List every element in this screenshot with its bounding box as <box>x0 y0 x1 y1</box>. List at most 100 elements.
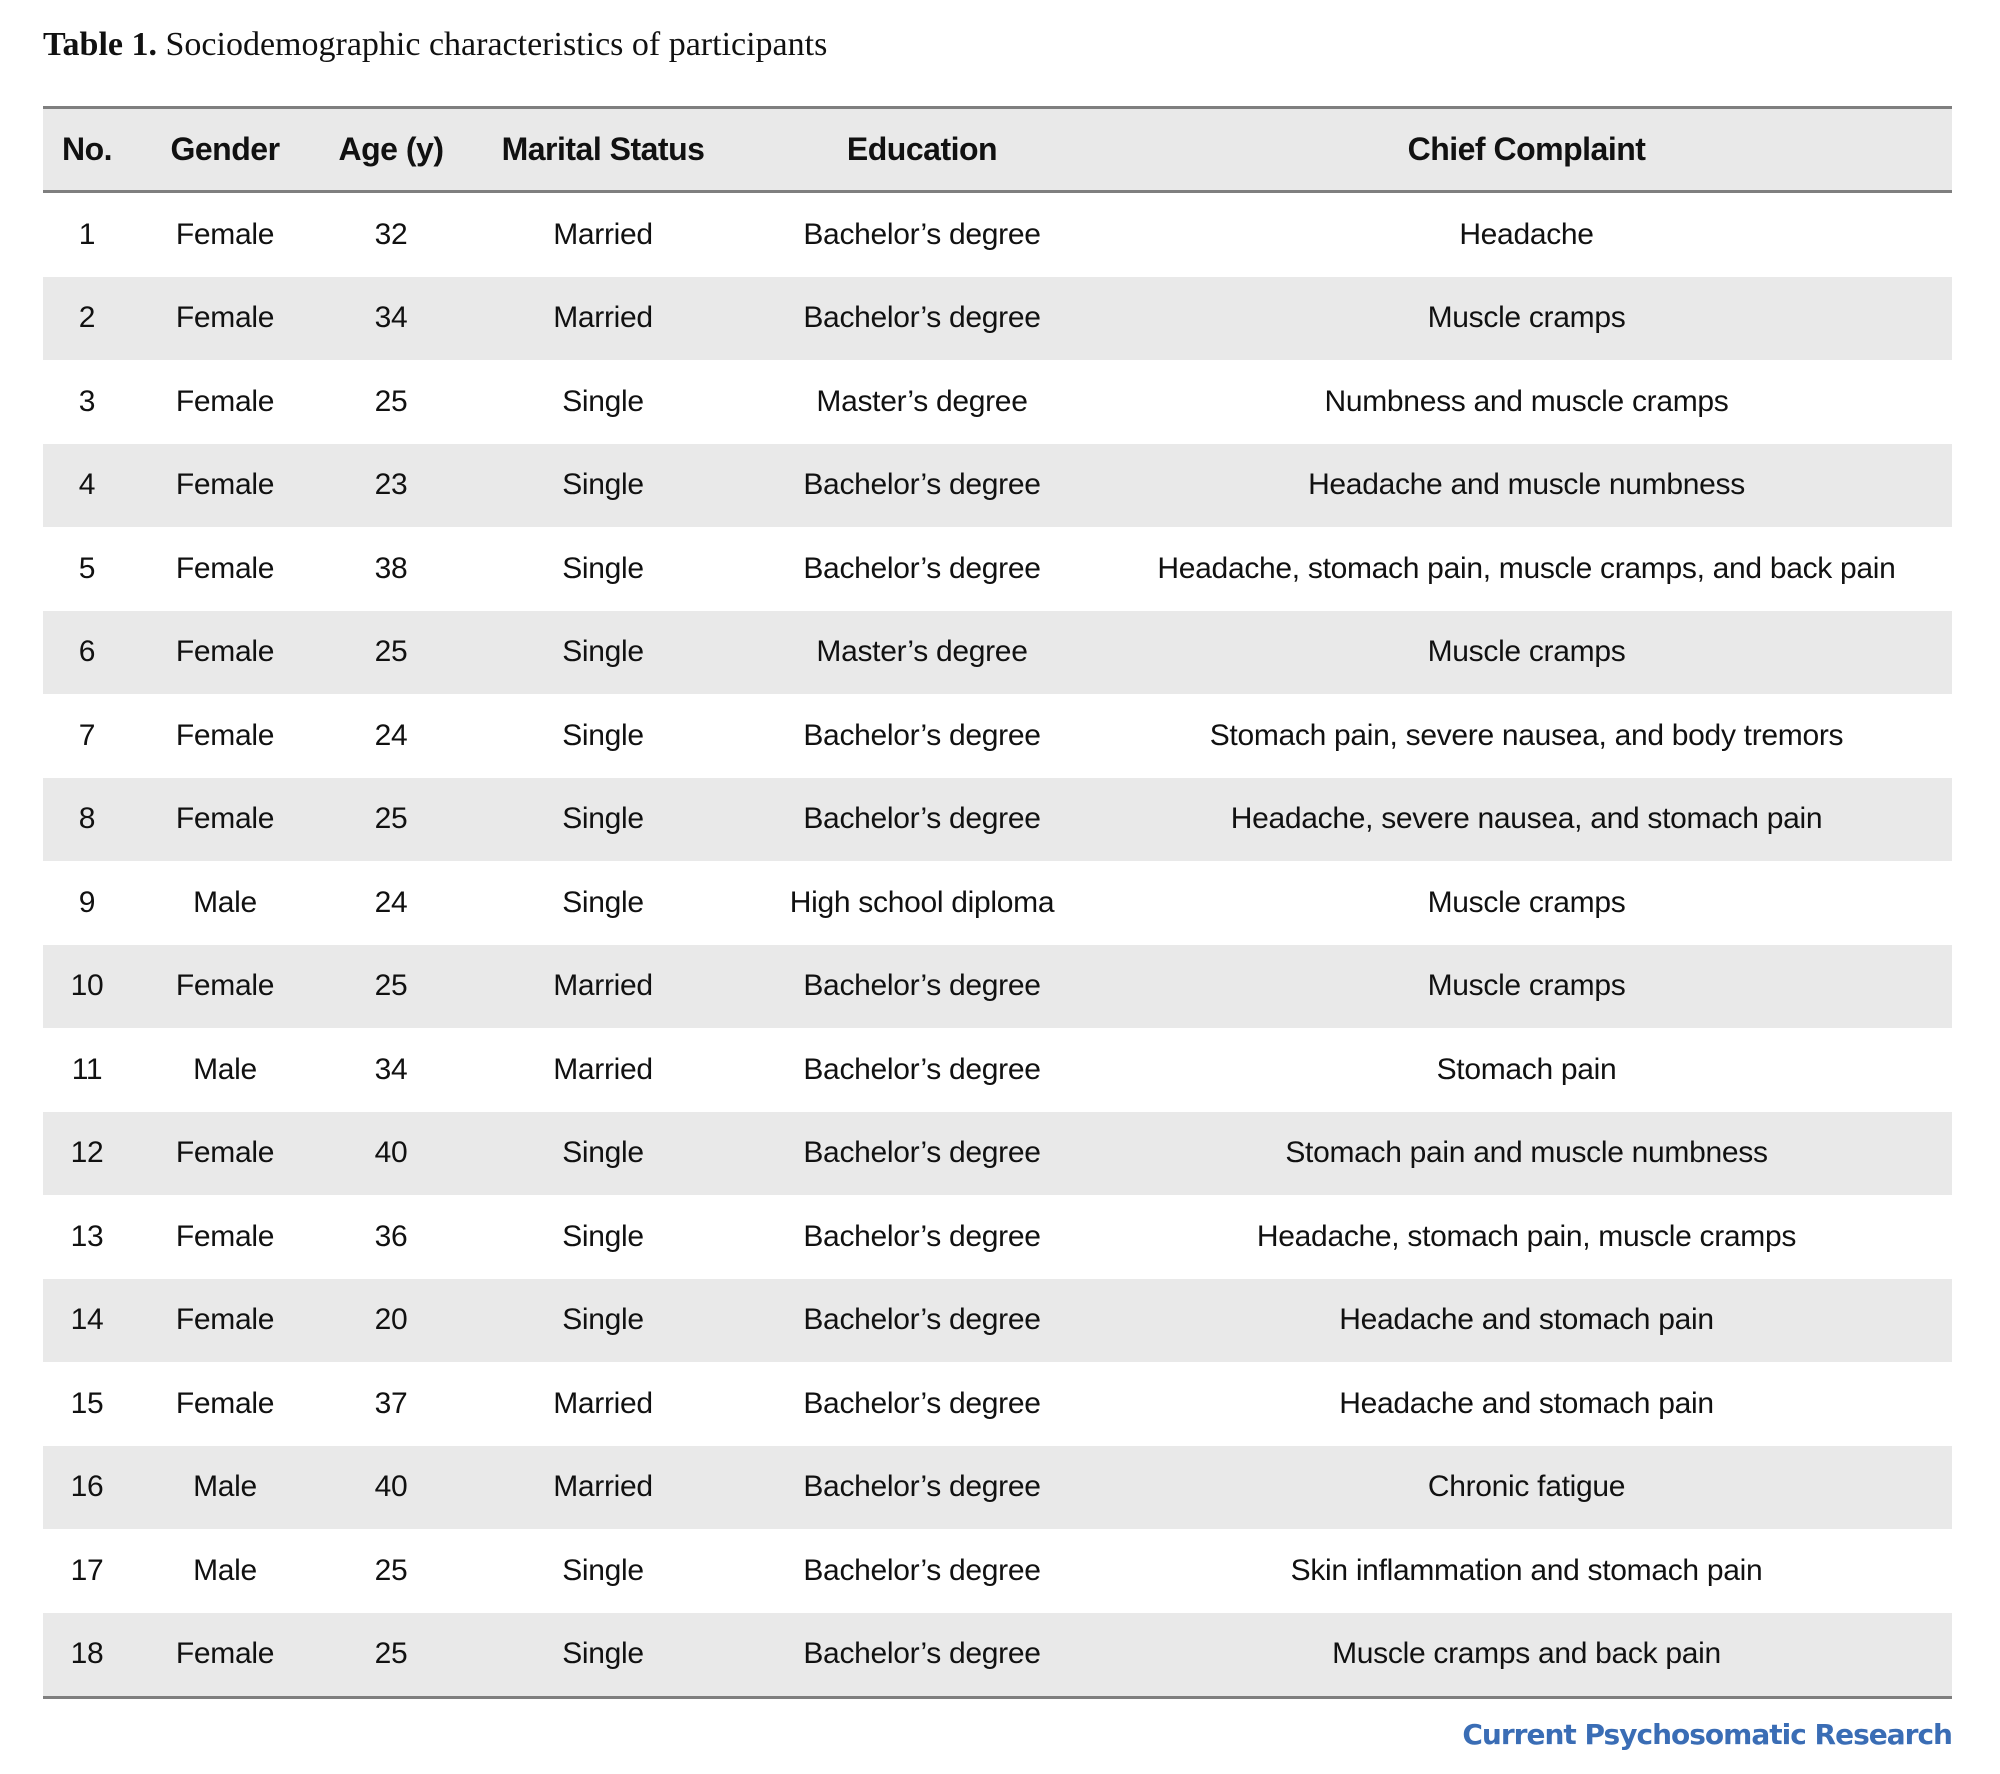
cell-age: 25 <box>374 969 408 1003</box>
cell-gender: Male <box>193 1553 257 1587</box>
cell-chief-complaint: Chronic fatigue <box>1427 1470 1626 1504</box>
cell-chief-complaint: Headache, stomach pain, muscle cramps, a… <box>1157 551 1896 585</box>
table-row: 8 Female 25 Single Bachelor’s degree Headache… <box>43 777 1952 861</box>
cell-gender: Female <box>175 301 275 335</box>
cell-education: Bachelor’s degree <box>803 1637 1041 1671</box>
cell-gender: Female <box>175 1637 275 1671</box>
table-row: 15 Female 37 Married Bachelor’s degree Headac… <box>43 1362 1952 1446</box>
table-row: 4 Female 23 Single Bachelor’s degree Headache… <box>43 443 1952 527</box>
cell-no: 18 <box>70 1637 104 1671</box>
column-header-age: Age (y) <box>338 131 444 167</box>
cell-education: Bachelor’s degree <box>803 1136 1041 1170</box>
cell-education: Bachelor’s degree <box>803 301 1041 335</box>
cell-education: Bachelor’s degree <box>803 1052 1041 1086</box>
column-header-chief-complaint: Chief Complaint <box>1407 131 1646 167</box>
cell-chief-complaint: Stomach pain <box>1436 1052 1617 1086</box>
cell-chief-complaint: Headache and muscle numbness <box>1308 468 1745 502</box>
column-header-no: No. <box>61 131 113 167</box>
cell-marital-status: Single <box>562 1637 644 1671</box>
cell-education: Bachelor’s degree <box>803 1553 1041 1587</box>
cell-chief-complaint: Stomach pain and muscle numbness <box>1285 1136 1768 1170</box>
cell-no: 17 <box>70 1553 104 1587</box>
cell-no: 11 <box>71 1052 103 1086</box>
cell-education: Master’s degree <box>816 384 1028 418</box>
cell-age: 23 <box>374 468 408 502</box>
cell-education: Bachelor’s degree <box>803 551 1041 585</box>
cell-marital-status: Single <box>562 1553 644 1587</box>
cell-marital-status: Married <box>553 217 653 251</box>
cell-marital-status: Married <box>553 1386 653 1420</box>
cell-gender: Female <box>175 718 275 752</box>
table-caption: Table 1. Sociodemographic characteristic… <box>43 26 827 64</box>
cell-age: 36 <box>374 1219 408 1253</box>
table-row: 14 Female 20 Single Bachelor’s degree Headach… <box>43 1278 1952 1362</box>
cell-age: 25 <box>374 1553 408 1587</box>
cell-no: 1 <box>78 217 96 251</box>
table-row: 6 Female 25 Single Master’s degree Muscle cra… <box>43 610 1952 694</box>
participants-table: No. Gender Age (y) Marital Status Educat… <box>43 106 1952 1699</box>
cell-chief-complaint: Headache and stomach pain <box>1339 1303 1714 1337</box>
cell-age: 34 <box>374 301 408 335</box>
cell-chief-complaint: Stomach pain, severe nausea, and body tr… <box>1209 718 1844 752</box>
cell-no: 9 <box>78 885 96 919</box>
cell-chief-complaint: Muscle cramps <box>1427 301 1626 335</box>
cell-gender: Male <box>193 1052 257 1086</box>
cell-gender: Female <box>175 635 275 669</box>
cell-no: 8 <box>78 802 96 836</box>
cell-marital-status: Single <box>562 1136 644 1170</box>
cell-no: 7 <box>78 718 96 752</box>
cell-education: Bachelor’s degree <box>803 1219 1041 1253</box>
cell-marital-status: Single <box>562 802 644 836</box>
cell-no: 10 <box>70 969 104 1003</box>
cell-age: 24 <box>374 885 408 919</box>
cell-gender: Male <box>193 1470 257 1504</box>
cell-marital-status: Married <box>553 969 653 1003</box>
cell-no: 16 <box>70 1470 104 1504</box>
cell-chief-complaint: Headache, stomach pain, muscle cramps <box>1256 1219 1797 1253</box>
cell-education: Bachelor’s degree <box>803 1470 1041 1504</box>
table-row: 3 Female 25 Single Master’s degree Numbness a… <box>43 360 1952 444</box>
column-header-marital-status: Marital Status <box>501 131 705 167</box>
table-row: 13 Female 36 Single Bachelor’s degree Headach… <box>43 1195 1952 1279</box>
cell-education: Bachelor’s degree <box>803 802 1041 836</box>
cell-gender: Female <box>175 384 275 418</box>
cell-chief-complaint: Muscle cramps and back pain <box>1332 1637 1721 1671</box>
cell-no: 15 <box>70 1386 104 1420</box>
cell-no: 12 <box>70 1136 104 1170</box>
cell-age: 25 <box>374 384 408 418</box>
table-row: 2 Female 34 Married Bachelor’s degree Muscle … <box>43 276 1952 360</box>
cell-marital-status: Single <box>562 718 644 752</box>
cell-no: 5 <box>78 551 96 585</box>
cell-age: 34 <box>374 1052 408 1086</box>
cell-no: 2 <box>78 301 96 335</box>
cell-age: 38 <box>374 551 408 585</box>
cell-no: 14 <box>70 1303 104 1337</box>
cell-education: Bachelor’s degree <box>803 969 1041 1003</box>
cell-gender: Female <box>175 1136 275 1170</box>
cell-chief-complaint: Skin inflammation and stomach pain <box>1290 1553 1763 1587</box>
cell-education: Bachelor’s degree <box>803 468 1041 502</box>
cell-no: 3 <box>78 384 96 418</box>
column-header-education: Education <box>846 131 998 167</box>
cell-education: Master’s degree <box>816 635 1028 669</box>
cell-education: Bachelor’s degree <box>803 1386 1041 1420</box>
cell-education: Bachelor’s degree <box>803 718 1041 752</box>
cell-marital-status: Single <box>562 885 644 919</box>
table-row: 12 Female 40 Single Bachelor’s degree Stomach… <box>43 1111 1952 1195</box>
cell-gender: Female <box>175 1303 275 1337</box>
cell-marital-status: Single <box>562 1303 644 1337</box>
table-row: 10 Female 25 Married Bachelor’s degree Muscle… <box>43 944 1952 1028</box>
cell-gender: Female <box>175 969 275 1003</box>
cell-marital-status: Married <box>553 1052 653 1086</box>
cell-age: 25 <box>374 802 408 836</box>
cell-age: 40 <box>374 1136 408 1170</box>
cell-gender: Female <box>175 217 275 251</box>
cell-marital-status: Single <box>562 1219 644 1253</box>
cell-marital-status: Single <box>562 468 644 502</box>
cell-education: Bachelor’s degree <box>803 1303 1041 1337</box>
cell-age: 25 <box>374 635 408 669</box>
cell-gender: Female <box>175 1219 275 1253</box>
cell-chief-complaint: Headache, severe nausea, and stomach pai… <box>1230 802 1823 836</box>
cell-gender: Female <box>175 802 275 836</box>
table-row: 9 Male 24 Single High school diploma Muscle c… <box>43 861 1952 945</box>
